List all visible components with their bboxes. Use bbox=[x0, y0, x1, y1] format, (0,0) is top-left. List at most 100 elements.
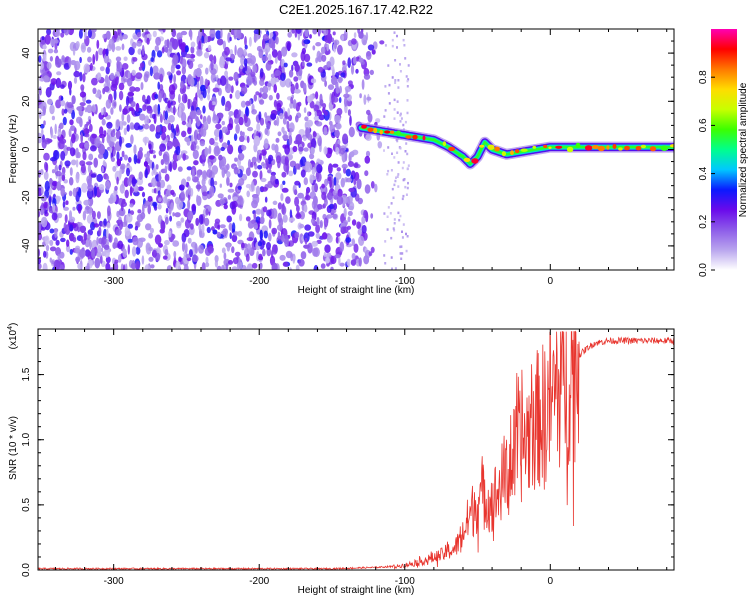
spectrogram-noise-speck bbox=[196, 194, 199, 204]
snr-y-tick-label: 1.5 bbox=[21, 367, 32, 381]
spectrogram-noise-speck bbox=[122, 108, 128, 115]
spectrogram-noise-speck bbox=[304, 29, 309, 38]
spectrogram-noise-speck bbox=[396, 111, 399, 114]
spectrogram-noise-speck bbox=[250, 161, 254, 168]
spectrogram-noise-speck bbox=[258, 255, 263, 261]
spectrogram-noise-speck bbox=[38, 263, 42, 270]
spectrogram-noise-speck bbox=[66, 146, 72, 151]
spectrogram-x-tick-label: 0 bbox=[548, 276, 554, 287]
spectrogram-noise-speck bbox=[115, 228, 122, 236]
spectrogram-noise-speck bbox=[69, 210, 72, 221]
spectrogram-noise-speck bbox=[288, 170, 294, 177]
colorbar-label: Normalized spectral amplitude bbox=[738, 82, 749, 217]
spectrogram-noise-speck bbox=[340, 72, 346, 78]
spectrogram-noise-speck bbox=[401, 230, 403, 233]
spectrogram-noise-speck bbox=[116, 151, 120, 161]
spectrogram-noise-speck bbox=[240, 64, 243, 70]
spectrogram-noise-speck bbox=[268, 38, 275, 48]
spectrogram-noise-speck bbox=[343, 220, 349, 226]
spectrogram-noise-speck bbox=[187, 126, 192, 135]
spectrogram-noise-speck bbox=[125, 143, 132, 148]
spectrogram-noise-speck bbox=[123, 154, 128, 161]
spectrogram-noise-speck bbox=[139, 62, 145, 68]
spectrogram-noise-speck bbox=[43, 250, 47, 258]
spectrogram-noise-speck bbox=[110, 136, 117, 142]
spectrogram-noise-speck bbox=[201, 223, 205, 234]
spectrogram-noise-speck bbox=[345, 177, 352, 183]
spectrogram-noise-speck bbox=[259, 262, 263, 270]
spectrogram-noise-speck bbox=[353, 32, 357, 39]
spectrogram-noise-speck bbox=[259, 153, 262, 161]
spectrogram-noise-speck bbox=[133, 153, 138, 165]
spectrogram-noise-speck bbox=[330, 255, 337, 265]
spectrogram-noise-speck bbox=[207, 85, 211, 94]
spectrogram-noise-speck bbox=[39, 110, 42, 120]
spectrogram-noise-speck bbox=[41, 128, 44, 136]
spectrogram-noise-speck bbox=[63, 206, 69, 211]
spectrogram-noise-speck bbox=[223, 258, 231, 267]
spectrogram-noise-speck bbox=[55, 170, 62, 177]
spectrogram-noise-speck bbox=[51, 115, 56, 121]
spectrogram-noise-speck bbox=[223, 204, 228, 210]
spectrogram-signal-peak bbox=[463, 157, 471, 162]
spectrogram-noise-speck bbox=[160, 220, 166, 232]
spectrogram-signal-peak bbox=[520, 148, 528, 152]
spectrogram-noise-speck bbox=[337, 188, 343, 198]
spectrogram-noise-speck bbox=[220, 29, 223, 39]
spectrogram-noise-speck bbox=[322, 103, 327, 109]
spectrogram-noise-speck bbox=[318, 29, 322, 34]
spectrogram-noise-speck bbox=[383, 254, 386, 257]
spectrogram-y-axis-label: Frequency (Hz) bbox=[8, 115, 19, 184]
spectrogram-noise-speck bbox=[91, 210, 96, 220]
spectrogram-noise-speck bbox=[82, 210, 87, 221]
spectrogram-signal-peak bbox=[548, 146, 552, 150]
spectrogram-signal-peak bbox=[532, 145, 537, 149]
spectrogram-noise-speck bbox=[192, 254, 199, 263]
spectrogram-noise-speck bbox=[383, 149, 385, 152]
spectrogram-noise-speck bbox=[336, 167, 341, 172]
spectrogram-noise-speck bbox=[326, 43, 330, 52]
spectrogram-noise-speck bbox=[186, 138, 191, 146]
spectrogram-noise-speck bbox=[187, 210, 194, 221]
spectrogram-signal-peak bbox=[361, 124, 367, 129]
spectrogram-noise-speck bbox=[103, 218, 107, 226]
spectrogram-noise-speck bbox=[315, 232, 320, 239]
spectrogram-signal-peak bbox=[510, 150, 514, 156]
spectrogram-noise-speck bbox=[253, 94, 257, 102]
spectrogram-noise-speck bbox=[335, 123, 342, 130]
spectrogram-noise-speck bbox=[96, 236, 99, 246]
spectrogram-noise-speck bbox=[269, 32, 274, 38]
spectrogram-noise-speck bbox=[121, 43, 125, 51]
spectrogram-noise-speck bbox=[335, 232, 341, 237]
spectrogram-noise-speck bbox=[129, 86, 136, 93]
spectrogram-noise-speck bbox=[243, 49, 247, 54]
spectrogram-noise-speck bbox=[294, 63, 300, 72]
spectrogram-noise-speck bbox=[109, 146, 112, 154]
spectrogram-noise-speck bbox=[117, 240, 124, 250]
spectrogram-noise-speck bbox=[38, 257, 42, 265]
spectrogram-noise-speck bbox=[391, 267, 393, 270]
spectrogram-noise-speck bbox=[139, 147, 143, 152]
spectrogram-noise-speck bbox=[96, 89, 101, 98]
spectrogram-noise-speck bbox=[233, 133, 238, 141]
spectrogram-content bbox=[38, 29, 674, 270]
spectrogram-noise-speck bbox=[38, 55, 42, 63]
spectrogram-signal-peak bbox=[584, 145, 593, 151]
spectrogram-noise-speck bbox=[188, 249, 193, 258]
spectrogram-noise-speck bbox=[319, 145, 322, 153]
spectrogram-noise-speck bbox=[323, 146, 328, 155]
spectrogram-noise-speck bbox=[182, 241, 185, 252]
spectrogram-noise-speck bbox=[281, 126, 285, 133]
spectrogram-noise-speck bbox=[90, 29, 97, 33]
spectrogram-noise-speck bbox=[195, 217, 199, 226]
spectrogram-noise-speck bbox=[116, 119, 120, 128]
spectrogram-noise-speck bbox=[261, 92, 268, 100]
spectrogram-noise-speck bbox=[333, 176, 337, 186]
spectrogram-noise-speck bbox=[207, 245, 214, 254]
spectrogram-noise-speck bbox=[157, 103, 161, 115]
spectrogram-noise-speck bbox=[127, 223, 133, 229]
spectrogram-signal-peak bbox=[379, 129, 384, 135]
spectrogram-noise-speck bbox=[284, 156, 289, 166]
spectrogram-noise-speck bbox=[386, 215, 389, 218]
spectrogram-noise-speck bbox=[210, 60, 214, 71]
